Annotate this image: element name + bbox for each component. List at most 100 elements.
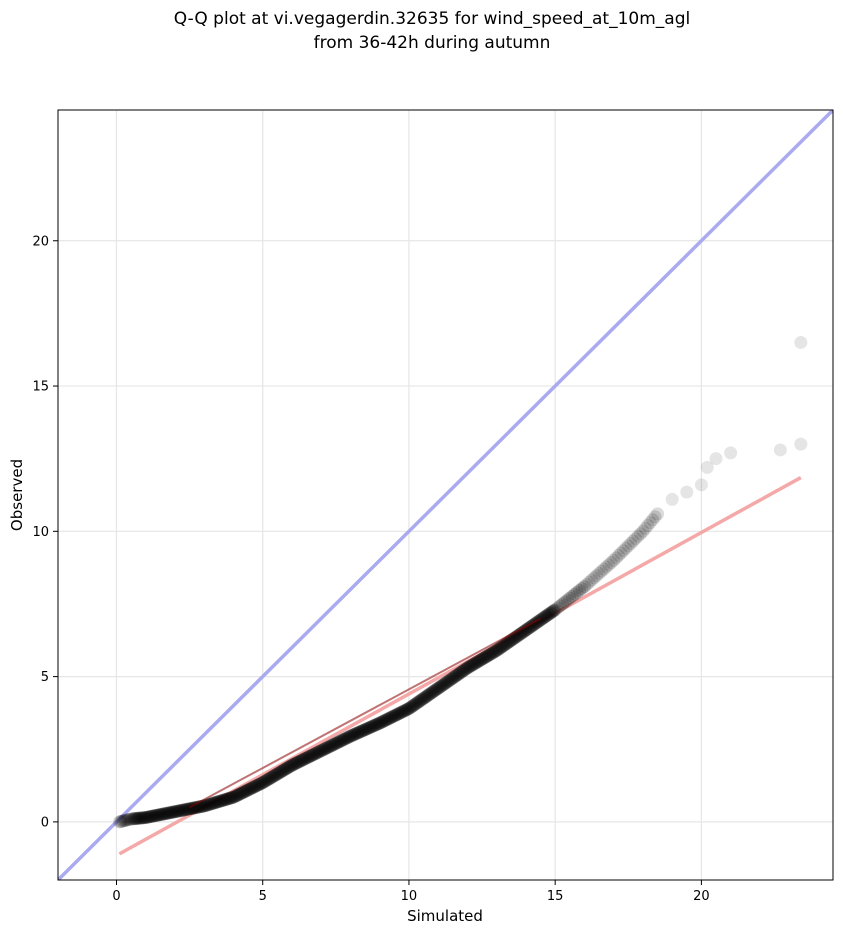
- qq-point: [542, 607, 556, 621]
- qq-point: [355, 724, 369, 738]
- qq-point: [350, 726, 364, 740]
- qq-point: [400, 703, 414, 717]
- qq-point: [454, 666, 468, 680]
- qq-point: [422, 687, 436, 701]
- qq-point: [189, 800, 203, 814]
- y-tick-label: 15: [32, 380, 49, 395]
- qq-point: [278, 762, 292, 776]
- qq-point: [680, 485, 694, 499]
- qq-point: [165, 805, 179, 819]
- qq-point: [599, 560, 613, 574]
- qq-point: [455, 665, 469, 679]
- qq-point: [304, 749, 318, 763]
- qq-point: [174, 804, 188, 818]
- qq-point: [116, 814, 130, 828]
- qq-point: [176, 803, 190, 817]
- qq-point: [151, 808, 165, 822]
- qq-point: [534, 613, 548, 627]
- qq-point: [492, 642, 506, 656]
- qq-point: [243, 782, 257, 796]
- qq-point: [466, 657, 480, 671]
- qq-point: [590, 569, 604, 583]
- qq-point: [459, 662, 473, 676]
- qq-point: [619, 541, 633, 555]
- qq-point: [631, 529, 645, 543]
- qq-point: [479, 650, 493, 664]
- qq-point: [486, 646, 500, 660]
- qq-point: [209, 795, 223, 809]
- qq-point: [794, 335, 808, 349]
- qq-point: [269, 768, 283, 782]
- qq-point: [413, 694, 427, 708]
- qq-point: [450, 668, 464, 682]
- qq-point: [218, 793, 232, 807]
- qq-point: [451, 668, 465, 682]
- qq-point: [320, 741, 334, 755]
- qq-point: [498, 637, 512, 651]
- qq-point: [476, 652, 490, 666]
- qq-point: [438, 676, 452, 690]
- qq-point: [147, 809, 161, 823]
- qq-point: [480, 649, 494, 663]
- qq-point: [171, 804, 185, 818]
- qq-point: [431, 681, 445, 695]
- qq-point: [421, 688, 435, 702]
- qq-point: [442, 674, 456, 688]
- qq-point: [177, 803, 191, 817]
- qq-point: [254, 777, 268, 791]
- qq-point: [359, 722, 373, 736]
- lines: [58, 110, 833, 880]
- qq-point: [251, 778, 265, 792]
- qq-point: [221, 792, 235, 806]
- qq-point: [607, 553, 621, 567]
- qq-point: [396, 704, 410, 718]
- qq-point: [392, 706, 406, 720]
- qq-point: [119, 813, 133, 827]
- qq-point: [547, 603, 561, 617]
- qq-point: [427, 684, 441, 698]
- qq-point: [365, 720, 379, 734]
- qq-point: [297, 752, 311, 766]
- qq-point: [214, 794, 228, 808]
- qq-point: [439, 676, 453, 690]
- qq-point: [333, 734, 347, 748]
- qq-point: [424, 686, 438, 700]
- qq-point: [380, 712, 394, 726]
- qq-point: [694, 478, 708, 492]
- qq-point: [211, 795, 225, 809]
- qq-point: [261, 773, 275, 787]
- qq-point: [284, 759, 298, 773]
- qq-point: [544, 605, 558, 619]
- qq-point: [437, 677, 451, 691]
- qq-point: [488, 645, 502, 659]
- qq-point: [423, 687, 437, 701]
- qq-point: [387, 709, 401, 723]
- qq-point: [175, 803, 189, 817]
- qq-point: [260, 773, 274, 787]
- qq-point: [372, 717, 386, 731]
- qq-point: [440, 675, 454, 689]
- qq-point: [379, 713, 393, 727]
- qq-point: [303, 749, 317, 763]
- x-tick-label: 10: [401, 889, 418, 904]
- qq-point: [386, 709, 400, 723]
- qq-point: [342, 730, 356, 744]
- qq-point: [500, 636, 514, 650]
- qq-point: [301, 750, 315, 764]
- qq-point: [324, 739, 338, 753]
- qq-point: [446, 671, 460, 685]
- qq-point: [389, 708, 403, 722]
- qq-point: [464, 659, 478, 673]
- qq-point: [393, 706, 407, 720]
- qq-point: [173, 804, 187, 818]
- qq-point: [281, 761, 295, 775]
- qq-point: [382, 711, 396, 725]
- qq-point: [524, 620, 538, 634]
- y-tick-label: 10: [32, 525, 49, 540]
- qq-point: [452, 667, 466, 681]
- qq-point: [129, 811, 143, 825]
- qq-point: [629, 532, 643, 546]
- qq-point: [240, 783, 254, 797]
- qq-point: [346, 728, 360, 742]
- qq-point: [319, 741, 333, 755]
